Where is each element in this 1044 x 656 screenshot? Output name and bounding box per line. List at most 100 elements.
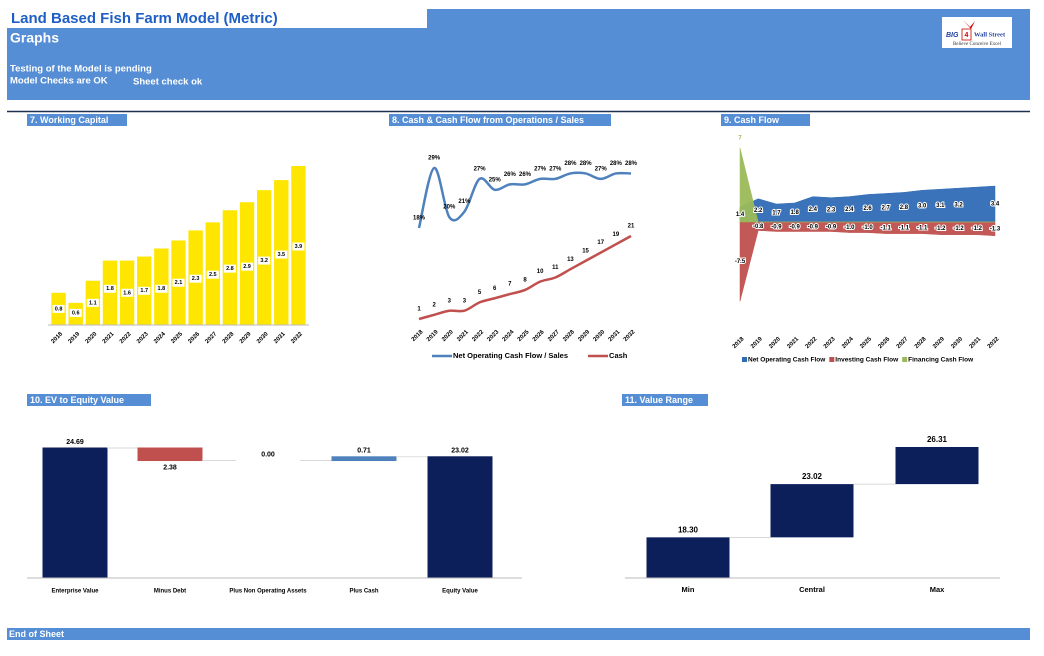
data-label-box bbox=[241, 262, 254, 271]
data-label: 25% bbox=[489, 177, 502, 183]
data-label: -1.0 bbox=[862, 225, 873, 231]
data-label: 21 bbox=[628, 224, 635, 230]
data-label: 3.4 bbox=[991, 202, 1000, 208]
chart-title: 11. Value Range bbox=[625, 395, 693, 405]
data-label: 19 bbox=[613, 232, 620, 238]
data-label: 3 bbox=[463, 298, 467, 304]
bar bbox=[895, 447, 979, 485]
x-tick-label: 2019 bbox=[426, 329, 440, 343]
data-label: -0.9 bbox=[771, 224, 782, 230]
data-label: 24.69 bbox=[66, 439, 84, 446]
bar bbox=[274, 180, 289, 255]
data-label-box bbox=[189, 274, 202, 283]
x-tick-label: Minus Debt bbox=[154, 589, 186, 595]
data-label: 1.6 bbox=[123, 290, 131, 296]
bar bbox=[119, 260, 135, 293]
x-tick-label: 2026 bbox=[187, 331, 201, 345]
x-tick-label: Equity Value bbox=[442, 589, 478, 595]
bar bbox=[102, 288, 118, 325]
data-label-box bbox=[138, 286, 151, 295]
bar bbox=[119, 292, 135, 325]
footer-text: End of Sheet bbox=[9, 629, 64, 639]
x-tick-label: 2032 bbox=[987, 336, 1001, 350]
x-tick-label: 2026 bbox=[532, 329, 546, 343]
bar bbox=[85, 280, 101, 303]
data-label: 7 bbox=[738, 136, 742, 142]
data-label: -0.9 bbox=[808, 224, 819, 230]
data-label-box bbox=[86, 298, 99, 307]
x-tick-label: 2022 bbox=[119, 331, 133, 345]
data-label: 7 bbox=[508, 282, 512, 288]
data-label: 1.7 bbox=[140, 288, 148, 294]
legend-label: Investing Cash Flow bbox=[835, 357, 899, 364]
bar bbox=[154, 288, 169, 325]
legend-swatch bbox=[742, 357, 747, 362]
data-label: 21% bbox=[458, 199, 471, 205]
data-label: 2.3 bbox=[192, 276, 200, 282]
data-label-box bbox=[121, 288, 134, 297]
data-label: 2.4 bbox=[845, 207, 854, 213]
x-tick-label: 2020 bbox=[768, 336, 782, 350]
x-tick-label: 2020 bbox=[441, 329, 455, 343]
data-label: 2.8 bbox=[900, 205, 909, 211]
page-title: Land Based Fish Farm Model (Metric) bbox=[11, 10, 278, 27]
x-tick-label: 2019 bbox=[68, 331, 82, 345]
x-tick-label: 2021 bbox=[456, 329, 470, 343]
data-label-box bbox=[52, 304, 65, 313]
data-label: 1.7 bbox=[772, 211, 781, 217]
bar bbox=[102, 260, 118, 289]
x-tick-label: Max bbox=[930, 585, 945, 594]
bar bbox=[291, 166, 306, 247]
data-label: 3.5 bbox=[277, 252, 285, 258]
data-label: 28% bbox=[580, 161, 593, 167]
x-tick-label: 2023 bbox=[487, 329, 501, 343]
bar bbox=[205, 274, 220, 325]
logo-four-box bbox=[961, 28, 972, 41]
data-label: 26% bbox=[519, 172, 532, 178]
data-label: 2.6 bbox=[863, 206, 872, 212]
data-label: -0.9 bbox=[826, 224, 837, 230]
x-tick-label: Enterprise Value bbox=[51, 589, 99, 595]
x-tick-label: 2028 bbox=[222, 331, 236, 345]
bar bbox=[42, 447, 108, 579]
data-label: 2.2 bbox=[754, 208, 763, 214]
x-tick-label: 2029 bbox=[239, 331, 253, 345]
bar bbox=[188, 230, 203, 279]
legend-label: Net Operating Cash Flow / Sales bbox=[453, 351, 568, 360]
data-label-box bbox=[258, 256, 271, 265]
data-label: 28% bbox=[610, 161, 623, 167]
data-label: 2.38 bbox=[163, 464, 177, 471]
data-label-box bbox=[155, 284, 168, 293]
data-label: 1.8 bbox=[158, 286, 166, 292]
data-label: 28% bbox=[625, 161, 638, 167]
bar bbox=[256, 190, 272, 261]
bar bbox=[137, 447, 203, 462]
x-tick-label: 2023 bbox=[136, 331, 150, 345]
legend-swatch bbox=[902, 357, 908, 362]
legend-label: Net Operating Cash Flow bbox=[748, 357, 826, 364]
data-label-box bbox=[172, 278, 185, 287]
data-label: -0.9 bbox=[789, 224, 800, 230]
sheet-check-text: Sheet check ok bbox=[133, 77, 203, 88]
data-label: 15 bbox=[582, 248, 589, 254]
data-label: 2.7 bbox=[882, 205, 891, 211]
legend-label: Cash bbox=[609, 351, 628, 360]
data-label: 3 bbox=[448, 298, 452, 304]
data-label: 2.9 bbox=[243, 264, 251, 270]
data-label: 0.8 bbox=[55, 306, 63, 312]
data-label: 26% bbox=[504, 172, 517, 178]
data-label: -0.8 bbox=[753, 224, 764, 230]
data-label: -1.3 bbox=[990, 226, 1001, 232]
data-label: 13 bbox=[567, 257, 574, 263]
chart-title: 7. Working Capital bbox=[30, 115, 108, 125]
bar bbox=[68, 302, 83, 313]
bar bbox=[154, 248, 169, 289]
data-label: 27% bbox=[474, 166, 487, 172]
line bbox=[417, 166, 632, 229]
data-label: -1.2 bbox=[972, 226, 983, 232]
legend-swatch bbox=[829, 357, 835, 362]
x-tick-label: 2029 bbox=[932, 336, 946, 350]
x-tick-label: Plus Cash bbox=[349, 589, 378, 595]
logo-tagline: Believe Conceive Excel bbox=[953, 42, 1002, 47]
